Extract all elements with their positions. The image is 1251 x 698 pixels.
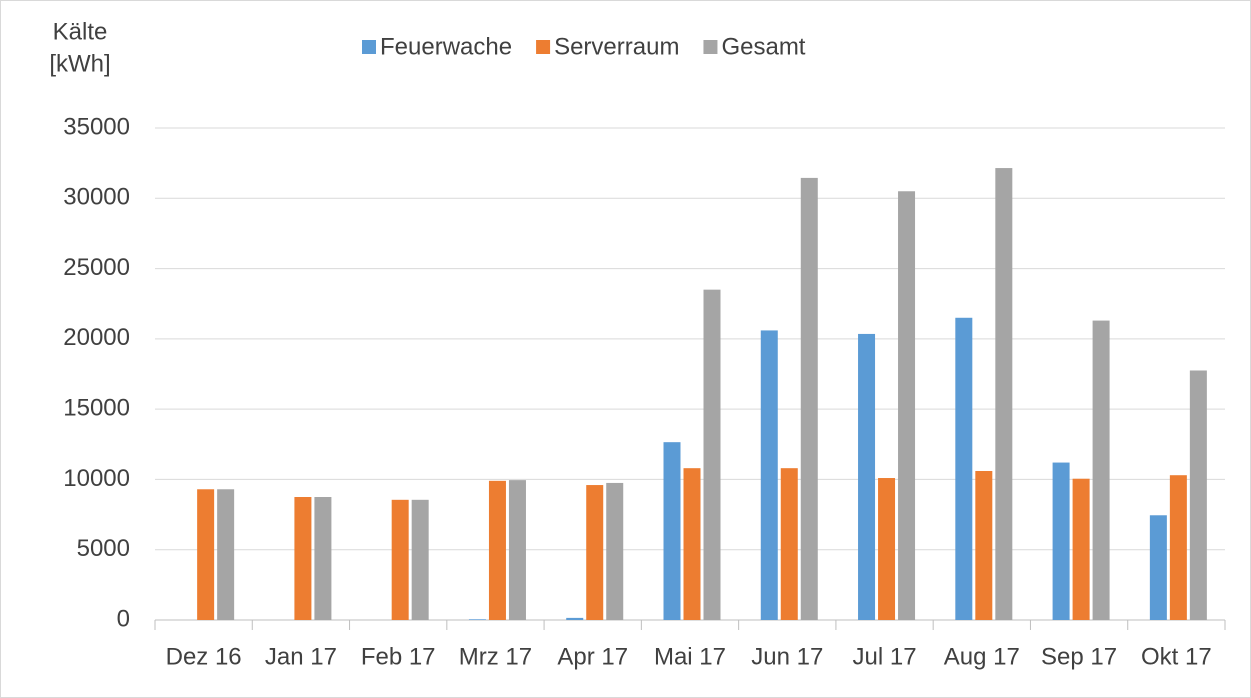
bar xyxy=(391,499,409,620)
bar xyxy=(586,485,604,620)
x-tick-label: Jun 17 xyxy=(751,643,823,670)
bar xyxy=(488,480,506,620)
bar xyxy=(898,191,916,620)
y-axis-title: [kWh] xyxy=(49,50,110,77)
y-tick-label: 20000 xyxy=(63,324,130,351)
x-tick-label: Feb 17 xyxy=(361,643,436,670)
bar xyxy=(683,468,701,620)
x-tick-label: Mrz 17 xyxy=(459,643,532,670)
bar xyxy=(878,478,896,620)
bar xyxy=(703,289,721,620)
bar xyxy=(1169,475,1187,620)
y-tick-label: 30000 xyxy=(63,184,130,211)
bar xyxy=(294,497,312,620)
bar xyxy=(663,442,681,620)
y-tick-label: 10000 xyxy=(63,465,130,492)
x-tick-label: Mai 17 xyxy=(654,643,726,670)
bar xyxy=(955,317,973,620)
bar xyxy=(1072,478,1090,620)
bar xyxy=(995,168,1013,620)
x-tick-label: Sep 17 xyxy=(1041,643,1117,670)
x-tick-label: Apr 17 xyxy=(557,643,628,670)
y-tick-label: 0 xyxy=(117,605,130,632)
legend-swatch xyxy=(536,40,551,54)
y-tick-label: 15000 xyxy=(63,394,130,421)
y-axis-title: Kälte xyxy=(53,18,108,45)
bar xyxy=(197,489,215,620)
legend-swatch xyxy=(362,40,376,54)
y-tick-label: 25000 xyxy=(63,254,130,281)
legend-swatch xyxy=(703,40,718,54)
y-tick-label: 5000 xyxy=(77,535,130,562)
legend-label: Serverraum xyxy=(554,33,679,60)
bar xyxy=(1052,462,1070,620)
bar xyxy=(1149,515,1167,620)
bar xyxy=(760,330,778,620)
x-tick-label: Jul 17 xyxy=(853,643,917,670)
bar xyxy=(217,489,235,620)
bar xyxy=(780,468,798,620)
bar xyxy=(508,480,526,620)
bar xyxy=(800,177,818,620)
bar xyxy=(314,497,332,620)
x-tick-label: Aug 17 xyxy=(944,643,1020,670)
legend-label: Feuerwache xyxy=(380,33,512,60)
bar xyxy=(1189,370,1207,620)
bar xyxy=(858,333,876,620)
legend-label: Gesamt xyxy=(721,33,805,60)
bar xyxy=(606,482,624,620)
bar xyxy=(468,619,486,620)
x-tick-label: Jan 17 xyxy=(265,643,337,670)
bar xyxy=(975,470,993,620)
y-tick-label: 35000 xyxy=(63,113,130,140)
bar xyxy=(411,499,429,620)
bar xyxy=(1092,320,1110,620)
x-tick-label: Dez 16 xyxy=(166,643,242,670)
bar xyxy=(566,617,584,620)
x-tick-label: Okt 17 xyxy=(1141,643,1212,670)
